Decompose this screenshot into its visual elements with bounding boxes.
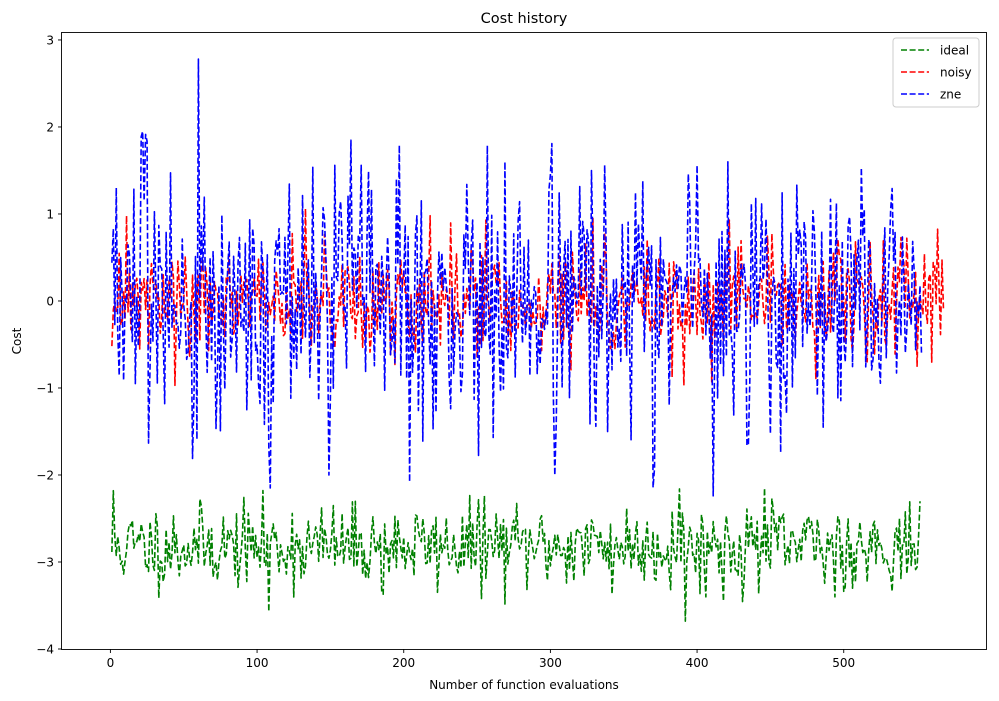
x-tick-label: 100 — [246, 656, 269, 670]
y-tick-label: 0 — [46, 294, 54, 308]
y-tick-label: 1 — [46, 207, 54, 221]
x-axis-label: Number of function evaluations — [429, 678, 619, 692]
legend-label-noisy: noisy — [940, 66, 972, 80]
x-tick-label: 0 — [107, 656, 115, 670]
x-tick-label: 300 — [539, 656, 562, 670]
legend: ideal noisy zne — [892, 37, 980, 108]
y-tick-label: 2 — [46, 120, 54, 134]
y-axis-label: Cost — [10, 327, 24, 354]
chart-title: Cost history — [481, 11, 568, 27]
x-axis: 0 100 200 300 400 500 — [107, 649, 855, 670]
x-tick-label: 200 — [392, 656, 415, 670]
series-line-zne — [111, 58, 923, 497]
x-tick-label: 500 — [832, 656, 855, 670]
series-line-ideal — [111, 487, 921, 622]
y-tick-label: −4 — [36, 643, 54, 657]
y-tick-label: −3 — [36, 555, 54, 569]
y-tick-label: 3 — [46, 33, 54, 47]
y-axis: −4 −3 −2 −1 0 1 2 3 — [36, 33, 62, 657]
legend-box — [892, 37, 980, 108]
x-tick-label: 400 — [686, 656, 709, 670]
legend-label-zne: zne — [940, 88, 961, 102]
y-tick-label: −1 — [36, 381, 54, 395]
y-tick-label: −2 — [36, 468, 54, 482]
legend-label-ideal: ideal — [940, 44, 969, 58]
plot-frame — [61, 32, 987, 650]
plot-lines — [111, 58, 945, 622]
